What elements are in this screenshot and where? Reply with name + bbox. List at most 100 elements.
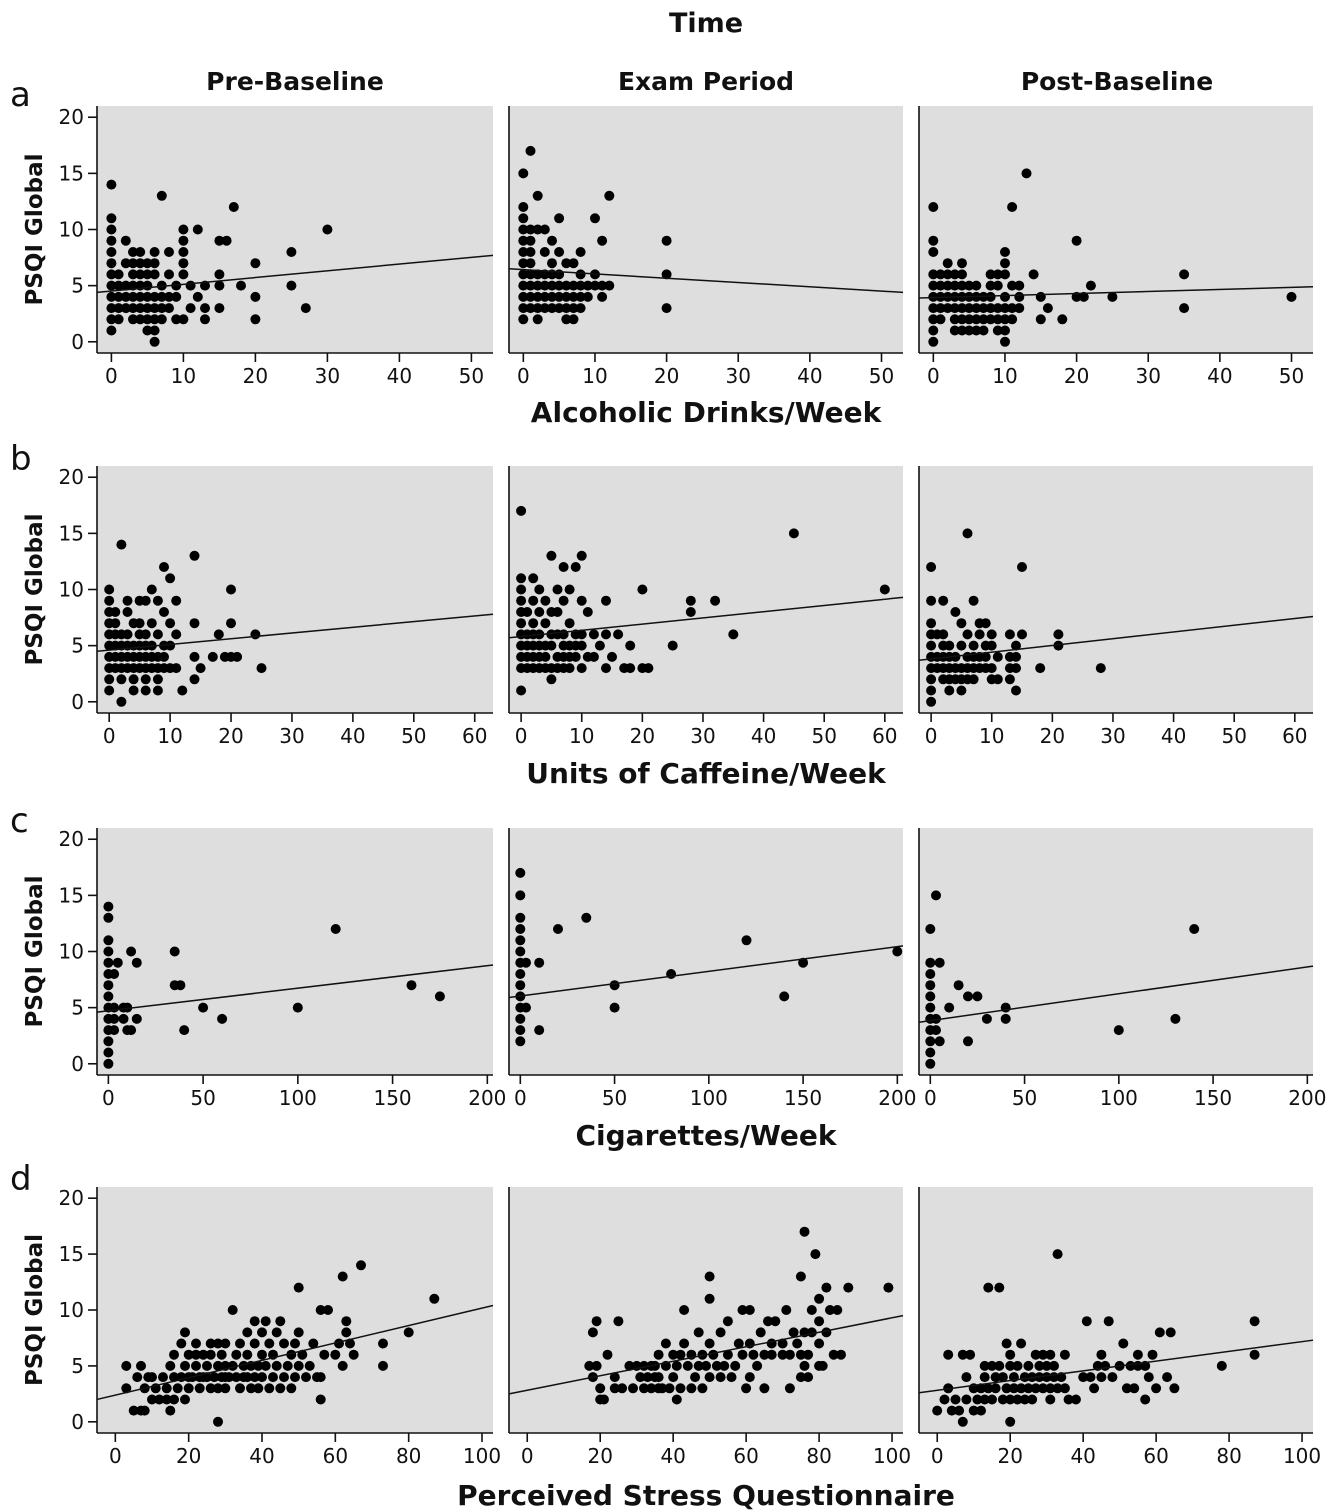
data-point [646,1383,657,1394]
data-point [928,235,939,246]
data-point [992,269,1003,280]
data-point [128,685,139,696]
data-point [128,314,138,325]
data-point [957,1349,968,1360]
data-point [926,640,937,651]
data-point [956,685,967,696]
data-point [1059,1383,1070,1394]
data-point [737,1349,748,1360]
data-point [200,314,210,325]
data-point [113,303,124,314]
data-point [528,573,539,584]
y-axis-label-c: PSQI Global [22,876,48,1028]
data-point [341,1327,352,1338]
data-point [178,314,189,325]
data-point [250,629,261,640]
data-point [260,1360,271,1371]
data-point [282,1360,293,1371]
data-point [1129,1383,1140,1394]
data-point [169,946,180,957]
data-point [554,247,565,257]
data-point [792,1338,803,1349]
data-point [522,607,533,617]
data-point [257,1327,267,1338]
data-point [209,1372,220,1383]
data-point [178,258,189,269]
data-point [202,1360,212,1371]
data-point [539,291,550,302]
data-point [944,640,955,651]
data-point [171,291,182,302]
data-point [843,1282,854,1293]
data-point [103,935,114,946]
data-point [534,1025,545,1036]
data-point [1170,1013,1181,1024]
x-tick-label: 50 [869,364,894,388]
data-point [568,258,579,269]
data-point [825,1305,835,1315]
data-point [779,991,790,1002]
data-point [156,291,167,302]
data-point [980,618,991,629]
data-point [521,1002,531,1013]
data-point [106,280,117,291]
data-point [110,618,121,629]
panel-a-2: 0 10 20 30 40 50 [508,106,904,388]
x-tick-label: 10 [171,364,196,388]
data-point [685,607,696,617]
data-point [1000,247,1010,257]
data-point [637,584,648,595]
data-point [142,291,153,302]
panel-d-3: 0 20 40 60 80 100 [918,1187,1321,1468]
data-point [690,1372,701,1383]
data-point [132,1372,143,1383]
data-point [1081,1316,1092,1327]
data-point [149,247,160,257]
data-point [604,280,615,291]
data-point [554,213,565,224]
x-tick-label: 30 [726,364,751,388]
data-point [103,1036,114,1047]
data-point [300,303,311,314]
data-point [191,1349,201,1360]
data-point [575,280,586,291]
data-point [534,584,545,595]
data-point [883,1282,894,1293]
data-point [169,1349,179,1360]
x-tick-label: 20 [1040,724,1065,748]
y-tick-label: 0 [71,330,84,354]
data-point [525,235,536,246]
data-point [561,258,572,269]
data-point [1053,629,1064,640]
data-point [120,303,131,314]
regression-line [508,268,904,294]
data-point [128,674,139,685]
data-point [540,618,551,629]
data-point [564,584,575,595]
x-tick-label: 50 [190,1086,215,1110]
data-point [106,303,117,314]
data-point [985,314,996,325]
panel-c-3: 0 50 100 150 200 [918,828,1326,1110]
x-tick-label: 0 [514,1086,527,1110]
data-point [292,1002,303,1013]
data-point [1151,1383,1162,1394]
chart-row-b: b PSQI Global Units of Caffeine/Week 0 5 10 15… [10,439,1314,790]
regression-line [918,1339,1314,1394]
panel-background [97,1187,493,1433]
data-point [582,280,593,291]
panel-d-2: 0 20 40 60 80 100 [508,1187,911,1468]
panel-b-2: 0 10 20 30 40 50 60 [508,466,904,748]
data-point [116,696,127,707]
data-point [104,674,115,685]
data-point [156,190,167,201]
data-point [1165,1327,1176,1338]
data-point [992,314,1003,325]
data-point [950,1394,961,1405]
data-point [528,595,539,606]
data-point [146,584,157,595]
data-point [943,1349,954,1360]
data-point [1007,280,1018,291]
data-point [250,258,261,269]
row-letter-c: c [10,801,29,841]
